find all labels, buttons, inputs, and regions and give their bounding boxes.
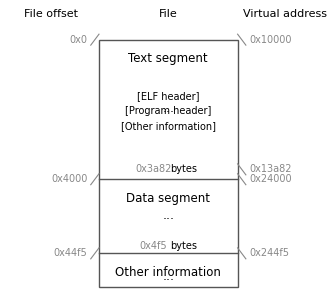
Text: ...: ... [162,270,174,283]
Text: 0x4000: 0x4000 [51,174,87,184]
Text: 0x13a82: 0x13a82 [249,164,292,174]
Text: 0x10000: 0x10000 [249,35,292,45]
Text: 0x4f5: 0x4f5 [140,241,167,251]
Text: ...: ... [162,102,174,115]
Text: bytes: bytes [170,164,197,174]
Text: Other information: Other information [115,266,221,279]
Text: File: File [159,9,178,19]
Text: [ELF header]
[Program header]
[Other information]: [ELF header] [Program header] [Other inf… [121,92,216,131]
Text: 0x244f5: 0x244f5 [249,248,289,258]
Text: 0x0: 0x0 [69,35,87,45]
Text: 0x44f5: 0x44f5 [54,248,87,258]
Bar [99,40,238,287]
Text: File offset: File offset [24,9,78,19]
Text: Data segment: Data segment [126,192,210,205]
Text: Text segment: Text segment [128,52,208,66]
Text: 0x3a82: 0x3a82 [135,164,172,174]
Text: Virtual address: Virtual address [244,9,327,19]
Text: 0x24000: 0x24000 [249,174,292,184]
Text: bytes: bytes [170,241,197,251]
Text: ...: ... [162,209,174,221]
